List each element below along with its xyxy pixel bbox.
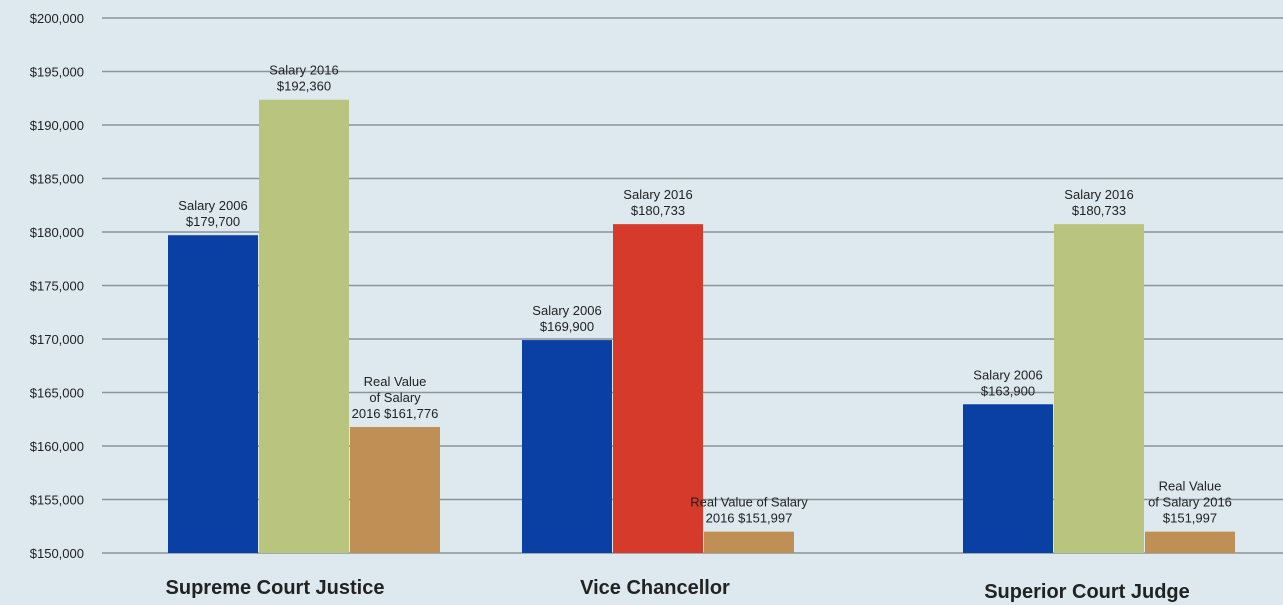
bars [168,99,1235,554]
bar [704,531,794,553]
y-tick-label: $150,000 [30,546,84,561]
y-tick-label: $190,000 [30,118,84,133]
bar [350,426,440,553]
y-tick-label: $185,000 [30,172,84,187]
bar-value-label: Real Value of Salary 2016 $151,997 [1148,479,1232,526]
bar-value-label: Salary 2016 $180,733 [623,187,692,218]
bar-value-label: Salary 2016 $192,360 [269,63,338,94]
bar-value-label: Salary 2006 $169,900 [532,303,601,334]
bar [259,99,349,554]
category-label: Vice Chancellor [580,577,730,599]
y-axis-ticks: $150,000 $155,000 $160,000 $165,000 $170,000… [30,11,84,561]
category-labels: Supreme Court Justice Vice Chancellor Supe… [166,577,1190,603]
bar-value-label: Real Value of Salary 2016 $151,997 [690,495,808,526]
y-tick-label: $175,000 [30,279,84,294]
y-tick-label: $160,000 [30,439,84,454]
bar [1054,224,1144,553]
bar [522,340,612,553]
bar-value-label: Real Value of Salary 2016 $161,776 [352,374,439,421]
y-tick-label: $170,000 [30,332,84,347]
bar-value-label: Salary 2016 $180,733 [1064,187,1133,218]
y-tick-label: $195,000 [30,65,84,80]
bar [613,224,703,553]
bar [168,235,258,553]
bar-value-label: Salary 2006 $163,900 [973,367,1042,398]
bar [1145,531,1235,553]
bar-labels: Salary 2006 $179,700 Salary 2016 $192,360 Re… [178,63,1232,526]
category-label: Superior Court Judge [984,581,1190,603]
bar-value-label: Salary 2006 $179,700 [178,198,247,229]
y-tick-label: $155,000 [30,493,84,508]
y-tick-label: $165,000 [30,386,84,401]
category-label: Supreme Court Justice [166,577,385,599]
y-tick-label: $200,000 [30,11,84,26]
bar [963,404,1053,553]
y-tick-label: $180,000 [30,225,84,240]
